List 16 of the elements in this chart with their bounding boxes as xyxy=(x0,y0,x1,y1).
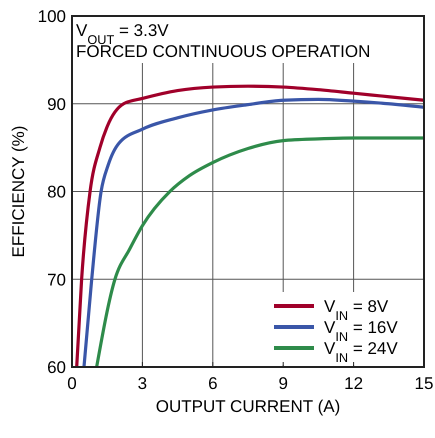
annotation: V$_{OUT}$ = 3.3V xyxy=(76,21,170,46)
x-tick-label: 15 xyxy=(414,374,434,393)
y-tick-label: 100 xyxy=(38,7,66,26)
y-axis-title: EFFICIENCY (%) xyxy=(9,126,28,258)
line-series xyxy=(95,136,426,369)
y-tick-label: 90 xyxy=(47,94,66,114)
x-tick-label: 12 xyxy=(344,374,364,393)
x-axis-title: OUTPUT CURRENT (A) xyxy=(156,397,340,416)
legend-label: V$_{IN}$ = 8V xyxy=(324,297,389,322)
x-tick-label: 3 xyxy=(138,374,148,393)
y-tick-label: 60 xyxy=(47,358,66,377)
x-tick-label: 0 xyxy=(67,374,77,393)
y-tick-label: 70 xyxy=(47,270,66,290)
x-tick-label: 6 xyxy=(208,374,218,393)
y-tick-label: 80 xyxy=(47,182,66,202)
x-tick-label: 9 xyxy=(278,374,288,393)
